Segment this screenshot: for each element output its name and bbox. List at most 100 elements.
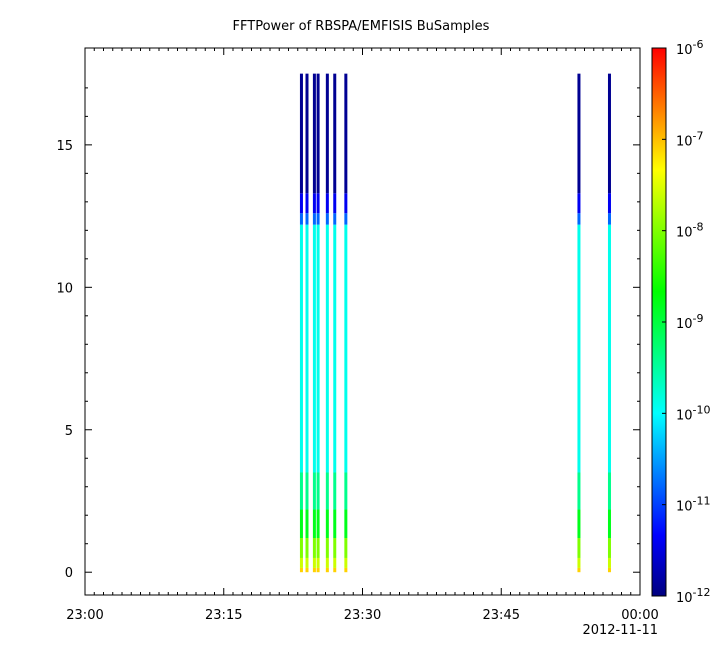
spectrogram-cell [344,567,348,573]
chart-title: FFTPower of RBSPA/EMFISIS BuSamples [233,19,490,34]
spectrogram-cell [305,213,309,225]
burst-column [577,73,581,573]
spectrogram-cell [333,567,337,573]
burst-column [312,73,316,573]
x-tick-label: 00:00 [621,608,658,623]
spectrogram-cell [325,193,329,214]
burst-column [607,73,611,573]
spectrogram-cell [577,538,581,558]
spectrogram-cell [333,224,337,473]
spectrogram-cell [316,472,320,510]
x-tick-label: 23:15 [205,608,242,623]
spectrogram-cell [299,538,303,558]
colorbar-tick-label: 10-8 [676,221,704,241]
spectrogram-cell [344,224,348,473]
spectrogram-cell [333,73,337,194]
spectrogram-cell [577,509,581,539]
colorbar: 10-6 10-7 10-8 10-9 10-10 10-11 10-12 [651,38,711,606]
spectrogram-cell [305,73,309,194]
spectrogram-cell [312,538,316,558]
spectrogram-cell [577,567,581,573]
spectrogram-cell [325,538,329,558]
x-tick-label: 23:45 [483,608,520,623]
spectrogram-cell [316,567,320,573]
burst-column [333,73,337,573]
spectrogram-cell [607,213,611,225]
spectrogram-cell [607,224,611,473]
spectrogram-cell [577,193,581,214]
spectrogram-cell [312,193,316,214]
burst-column [344,73,348,573]
spectrogram-cell [305,193,309,214]
spectrogram-cell [312,73,316,194]
spectrogram-cell [344,213,348,225]
spectrogram-cell [325,509,329,539]
spectrogram-cell [607,538,611,558]
spectrogram-cell [299,567,303,573]
spectrogram-cell [316,557,320,568]
spectrogram-cell [312,557,316,568]
spectrogram-cell [316,509,320,539]
spectrogram-cell [607,509,611,539]
x-date-label: 2012-11-11 [582,623,658,638]
spectrogram-cell [333,509,337,539]
axes: 0 5 10 15 23:00 23:15 23:30 23:45 00:002012-11-1… [56,47,659,638]
spectrogram-cell [299,557,303,568]
spectrogram-cell [577,224,581,473]
colorbar-tick-label: 10-9 [676,312,704,332]
colorbar-tick-label: 10-11 [676,495,711,515]
plot-area [299,73,611,573]
colorbar-tick-label: 10-6 [676,38,704,58]
spectrogram-cell [316,213,320,225]
spectrogram-cell [344,509,348,539]
spectrogram-cell [305,557,309,568]
spectrogram-cell [312,224,316,473]
y-tick-label: 5 [65,424,73,439]
spectrogram-cell [316,538,320,558]
spectrogram-cell [305,224,309,473]
burst-column [305,73,309,573]
spectrogram-cell [333,213,337,225]
spectrogram-cell [577,472,581,510]
spectrogram-cell [577,557,581,568]
spectrogram-cell [305,509,309,539]
spectrogram-cell [325,472,329,510]
spectrogram-cell [325,73,329,194]
colorbar-tick-label: 10-7 [676,129,704,149]
spectrogram-cell [299,193,303,214]
spectrogram-cell [305,567,309,573]
spectrogram-cell [607,567,611,573]
spectrogram-cell [344,73,348,194]
burst-column [325,73,329,573]
spectrogram-cell [344,193,348,214]
spectrogram-cell [316,224,320,473]
y-tick-label: 15 [56,139,73,154]
spectrogram-cell [577,73,581,194]
x-tick-label: 23:00 [66,608,103,623]
spectrogram-cell [312,472,316,510]
plot-frame [84,47,641,596]
spectrogram-cell [607,472,611,510]
x-tick-label: 23:30 [344,608,381,623]
spectrogram-cell [316,193,320,214]
spectrogram-cell [312,213,316,225]
y-tick-label: 10 [56,281,73,296]
colorbar-tick-label: 10-12 [676,586,711,606]
spectrogram-cell [333,557,337,568]
spectrogram-cell [333,193,337,214]
spectrogram-cell [577,213,581,225]
spectrogram-cell [299,73,303,194]
spectrogram-cell [299,472,303,510]
spectrogram-cell [344,538,348,558]
spectrogram-cell [299,213,303,225]
spectrogram-cell [333,538,337,558]
spectrogram-cell [299,224,303,473]
spectrogram-cell [325,224,329,473]
burst-column [299,73,303,573]
spectrogram-cell [333,472,337,510]
spectrogram-cell [312,509,316,539]
spectrogram-cell [325,557,329,568]
spectrogram-cell [325,567,329,573]
